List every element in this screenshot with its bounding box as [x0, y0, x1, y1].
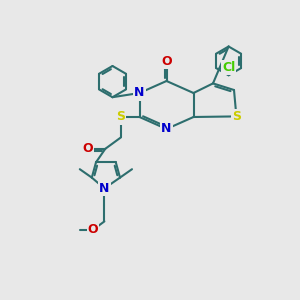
Text: N: N [161, 122, 172, 136]
Text: S: S [116, 110, 125, 124]
Text: S: S [232, 110, 241, 123]
Text: O: O [82, 142, 93, 155]
Text: N: N [134, 86, 145, 100]
Text: Cl: Cl [222, 61, 235, 74]
Text: N: N [99, 182, 110, 195]
Text: O: O [88, 223, 98, 236]
Text: O: O [161, 55, 172, 68]
